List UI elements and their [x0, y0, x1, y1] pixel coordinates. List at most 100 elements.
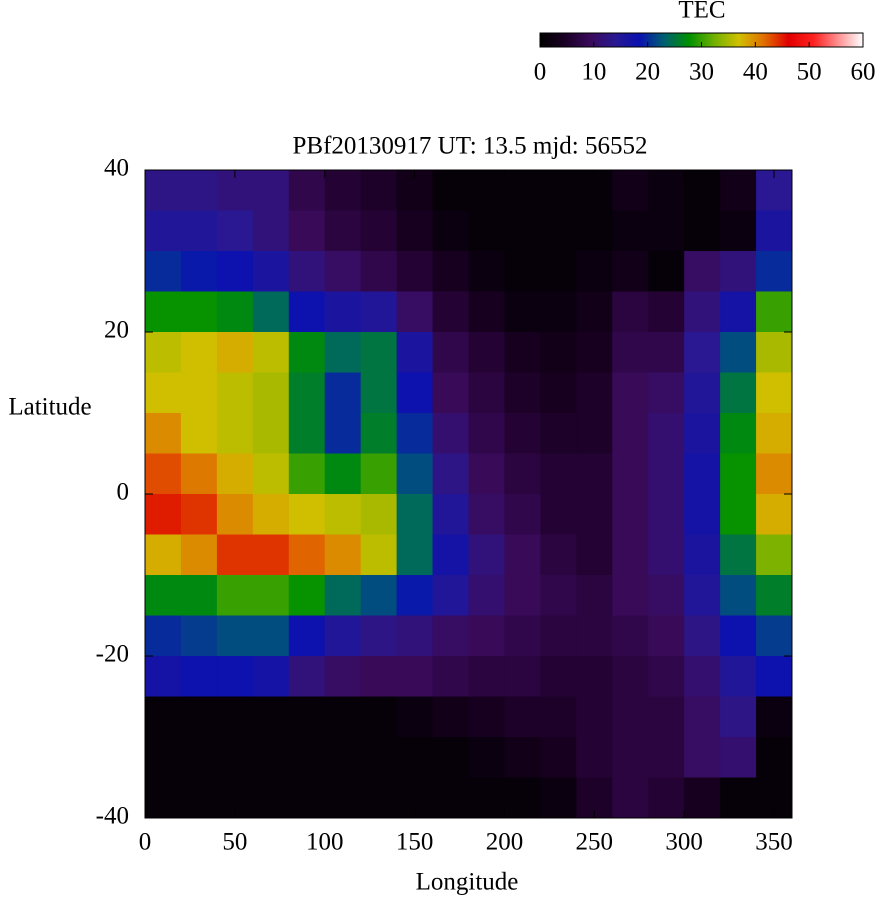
- heat-cell: [324, 696, 362, 738]
- heat-cell: [756, 251, 793, 292]
- heat-cell: [648, 534, 685, 576]
- heat-cell: [145, 170, 182, 211]
- heat-cell: [648, 453, 685, 495]
- heat-cell: [468, 575, 505, 616]
- heat-cell: [684, 453, 721, 495]
- heat-cell: [648, 413, 685, 454]
- heat-cell: [684, 575, 721, 616]
- heat-cell: [468, 494, 505, 535]
- heat-cell: [324, 210, 362, 252]
- heat-cell: [252, 494, 290, 535]
- heat-cell: [468, 696, 505, 738]
- heat-cell: [684, 534, 721, 576]
- heat-cell: [648, 615, 685, 657]
- heat-cell: [684, 332, 721, 373]
- heat-cell: [324, 656, 362, 697]
- heat-cell: [252, 251, 290, 292]
- heat-cell: [252, 575, 290, 616]
- heat-cell: [324, 615, 362, 657]
- heat-cell: [576, 737, 613, 778]
- heat-cell: [756, 372, 793, 414]
- heat-cell: [684, 777, 721, 819]
- x-tick-label: 50: [222, 829, 247, 856]
- heat-cell: [756, 494, 793, 535]
- heat-cell: [720, 413, 757, 454]
- heat-cell: [180, 777, 218, 819]
- heat-cell: [324, 372, 362, 414]
- heat-cell: [648, 737, 685, 778]
- heat-cell: [288, 777, 326, 819]
- heat-cell: [468, 372, 505, 414]
- heat-cell: [756, 453, 793, 495]
- heat-cell: [504, 453, 541, 495]
- heat-cell: [216, 656, 254, 697]
- heat-cell: [468, 332, 505, 373]
- x-tick-label: 100: [306, 829, 344, 856]
- x-tick-label: 200: [486, 829, 524, 856]
- heat-cell: [684, 170, 721, 211]
- heat-cell: [360, 777, 398, 819]
- heat-cell: [540, 251, 577, 292]
- heat-cell: [612, 494, 649, 535]
- heat-cell: [360, 372, 398, 414]
- heat-cell: [360, 413, 398, 454]
- heat-cell: [684, 656, 721, 697]
- heat-cell: [504, 615, 541, 657]
- heat-cell: [145, 494, 182, 535]
- heat-cell: [612, 737, 649, 778]
- heat-cell: [504, 170, 541, 211]
- heat-cell: [684, 413, 721, 454]
- heat-cell: [180, 656, 218, 697]
- heat-cell: [180, 737, 218, 778]
- y-tick-label: 40: [104, 155, 129, 182]
- heat-cell: [540, 170, 577, 211]
- heat-cell: [145, 372, 182, 414]
- heat-cell: [432, 332, 469, 373]
- heat-cell: [504, 696, 541, 738]
- heat-cell: [324, 170, 362, 211]
- heat-cell: [540, 575, 577, 616]
- heat-cell: [180, 251, 218, 292]
- heat-cell: [684, 251, 721, 292]
- heat-cell: [288, 170, 326, 211]
- heat-cell: [396, 372, 434, 414]
- heat-cell: [468, 413, 505, 454]
- heat-cell: [252, 777, 290, 819]
- heat-cell: [756, 575, 793, 616]
- heat-cell: [468, 534, 505, 576]
- heat-cell: [216, 332, 254, 373]
- y-tick-label: 20: [104, 317, 129, 344]
- heat-cell: [360, 696, 398, 738]
- heat-cell: [252, 332, 290, 373]
- heat-cell: [468, 251, 505, 292]
- heat-cell: [216, 615, 254, 657]
- heat-cell: [145, 251, 182, 292]
- heat-cell: [180, 494, 218, 535]
- heat-cell: [576, 575, 613, 616]
- heat-cell: [396, 656, 434, 697]
- heat-cell: [684, 291, 721, 333]
- heat-cell: [145, 332, 182, 373]
- heat-cell: [360, 170, 398, 211]
- x-tick-label: 250: [576, 829, 614, 856]
- heat-cell: [360, 210, 398, 252]
- heat-cell: [684, 210, 721, 252]
- heat-cell: [432, 251, 469, 292]
- heat-cell: [504, 372, 541, 414]
- x-tick-label: 300: [665, 829, 703, 856]
- heat-cell: [540, 494, 577, 535]
- heat-cell: [648, 170, 685, 211]
- heat-cell: [720, 575, 757, 616]
- heat-cell: [648, 251, 685, 292]
- heat-cell: [145, 413, 182, 454]
- y-axis-label: Latitude: [8, 394, 91, 421]
- heat-cell: [396, 615, 434, 657]
- x-tick-label: 150: [396, 829, 434, 856]
- heat-cell: [432, 291, 469, 333]
- heat-cell: [145, 453, 182, 495]
- heat-cell: [504, 291, 541, 333]
- heat-cell: [756, 210, 793, 252]
- heat-cell: [216, 453, 254, 495]
- heat-cell: [504, 210, 541, 252]
